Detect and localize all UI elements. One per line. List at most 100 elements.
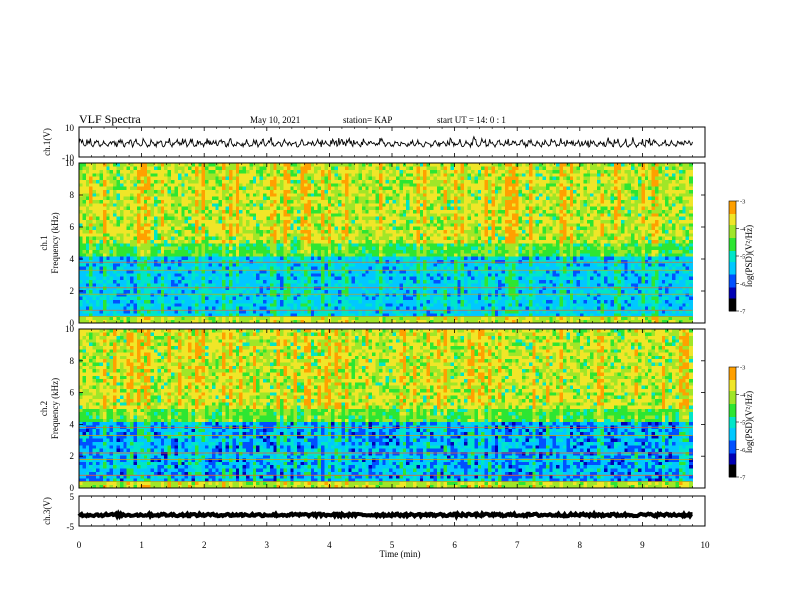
spectrogram-cell: [164, 283, 168, 287]
spectrogram-cell: [314, 226, 318, 230]
spectrogram-cell: [273, 313, 277, 317]
spectrogram-cell: [365, 233, 369, 237]
spectrogram-cell: [232, 196, 236, 200]
spectrogram-cell: [393, 276, 397, 280]
spectrogram-cell: [79, 203, 83, 207]
spectrogram-cell: [403, 253, 407, 257]
spectrogram-cell: [246, 266, 250, 270]
spectrogram-cell: [202, 190, 206, 194]
spectrogram-cell: [161, 206, 165, 210]
spectrogram-cell: [202, 170, 206, 174]
spectrogram-cell: [314, 206, 318, 210]
spectrogram-cell: [236, 240, 240, 244]
spectrogram-cell: [96, 223, 100, 227]
spectrogram-cell: [263, 163, 267, 167]
spectrogram-cell: [253, 276, 257, 280]
spectrogram-cell: [215, 210, 219, 214]
spectrogram-cell: [191, 203, 195, 207]
spectrogram-cell: [178, 226, 182, 230]
spectrogram-cell: [86, 223, 90, 227]
spectrogram-cell: [157, 166, 161, 170]
spectrogram-cell: [266, 263, 270, 267]
spectrogram-cell: [226, 296, 230, 300]
spectrogram-cell: [161, 180, 165, 184]
spectrogram-cell: [130, 183, 134, 187]
spectrogram-cell: [236, 266, 240, 270]
spectrogram-cell: [106, 230, 110, 234]
spectrogram-cell: [304, 243, 308, 247]
spectrogram-cell: [273, 193, 277, 197]
spectrogram-cell: [243, 306, 247, 310]
spectrogram-cell: [164, 286, 168, 290]
spectrogram-cell: [106, 220, 110, 224]
spectrogram-cell: [393, 236, 397, 240]
spectrogram-cell: [376, 203, 380, 207]
spectrogram-cell: [226, 233, 230, 237]
spectrogram-cell: [215, 170, 219, 174]
spectrogram-cell: [406, 233, 410, 237]
spectrogram-cell: [321, 196, 325, 200]
spectrogram-cell: [110, 206, 114, 210]
spectrogram-cell: [243, 253, 247, 257]
spectrogram-cell: [413, 263, 417, 267]
spectrogram-cell: [338, 183, 342, 187]
spectrogram-cell: [355, 210, 359, 214]
spectrogram-cell: [185, 180, 189, 184]
spectrogram-cell: [198, 233, 202, 237]
spectrogram-cell: [174, 170, 178, 174]
spectrogram-cell: [324, 176, 328, 180]
spectrogram-cell: [127, 183, 131, 187]
spectrogram-cell: [106, 200, 110, 204]
spectrogram-cell: [355, 223, 359, 227]
spectrogram-cell: [232, 240, 236, 244]
spectrogram-cell: [423, 290, 427, 294]
spectrogram-cell: [171, 220, 175, 224]
spectrogram-cell: [178, 240, 182, 244]
spectrogram-cell: [79, 190, 83, 194]
spectrogram-cell: [280, 213, 284, 217]
spectrogram-cell: [365, 166, 369, 170]
spectrogram-cell: [314, 283, 318, 287]
spectrogram-cell: [321, 163, 325, 167]
spectrogram-cell: [249, 260, 253, 264]
spectrogram-cell: [324, 283, 328, 287]
spectrogram-cell: [280, 200, 284, 204]
spectrogram-cell: [253, 236, 257, 240]
spectrogram-cell: [290, 246, 294, 250]
spectrogram-cell: [103, 233, 107, 237]
spectrogram-cell: [168, 226, 172, 230]
spectrogram-cell: [219, 260, 223, 264]
spectrogram-cell: [379, 296, 383, 300]
spectrogram-cell: [260, 300, 264, 304]
spectrogram-cell: [110, 213, 114, 217]
spectrogram-cell: [222, 173, 226, 177]
spectrogram-cell: [376, 236, 380, 240]
spectrogram-cell: [260, 260, 264, 264]
spectrogram-cell: [253, 300, 257, 304]
spectrogram-cell: [413, 280, 417, 284]
spectrogram-cell: [335, 173, 339, 177]
spectrogram-cell: [134, 206, 138, 210]
spectrogram-cell: [335, 190, 339, 194]
spectrogram-cell: [341, 256, 345, 260]
spectrogram-cell: [120, 170, 124, 174]
spectrogram-cell: [406, 240, 410, 244]
spectrogram-cell: [314, 186, 318, 190]
spectrogram-cell: [263, 240, 267, 244]
spectrogram-cell: [93, 283, 97, 287]
spectrogram-cell: [341, 200, 345, 204]
spectrogram-cell: [178, 290, 182, 294]
spectrogram-cell: [280, 256, 284, 260]
spectrogram-cell: [396, 273, 400, 277]
spectrogram-cell: [110, 220, 114, 224]
spectrogram-cell: [372, 306, 376, 310]
spectrogram-cell: [243, 260, 247, 264]
spectrogram-cell: [365, 186, 369, 190]
spectrogram-cell: [246, 253, 250, 257]
spectrogram-cell: [188, 203, 192, 207]
spectrogram-cell: [178, 250, 182, 254]
spectrogram-cell: [222, 266, 226, 270]
spectrogram-cell: [93, 230, 97, 234]
spectrogram-cell: [222, 186, 226, 190]
spectrogram-cell: [212, 253, 216, 257]
